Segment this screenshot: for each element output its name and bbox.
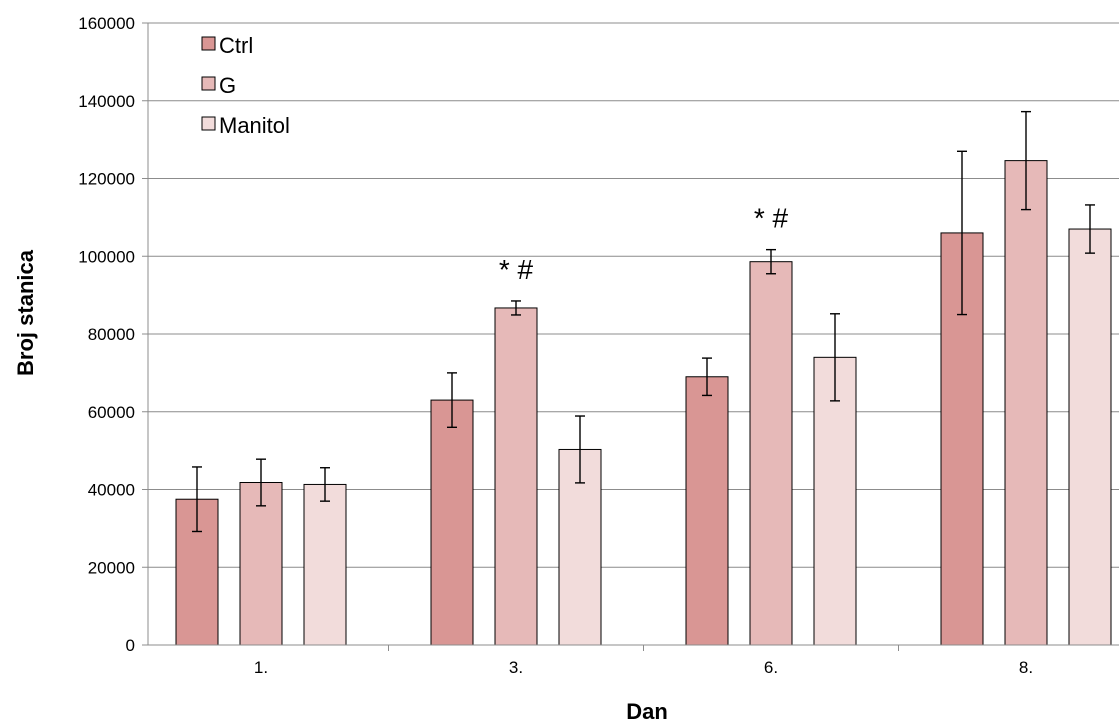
y-tick-label: 60000: [88, 403, 135, 422]
legend: Ctrl G Manitol: [201, 33, 290, 138]
y-tick-label: 160000: [78, 14, 135, 33]
significance-label: * #: [754, 203, 789, 234]
bar-ctrl-4: [940, 232, 984, 646]
x-axis-title: Dan: [626, 699, 668, 722]
y-tick-label: 120000: [78, 170, 135, 189]
x-tick-label: 6.: [764, 658, 778, 677]
y-axis-title: Broj stanica: [13, 249, 38, 376]
legend-label-manitol: Manitol: [219, 113, 290, 138]
x-tick-label: 8.: [1019, 658, 1033, 677]
legend-label-ctrl: Ctrl: [219, 33, 253, 58]
bars: [175, 160, 1112, 646]
bar-manitol-4: [1068, 228, 1112, 646]
x-tick-label: 1.: [254, 658, 268, 677]
y-tick-label: 80000: [88, 325, 135, 344]
error-bars: [192, 110, 1095, 533]
tick-labels: 0 20000 40000 60000 80000 100000 120000 140000 1…: [78, 14, 1033, 677]
bar-g-1: [239, 482, 283, 646]
bar-g-3: [749, 261, 793, 646]
legend-label-g: G: [219, 73, 236, 98]
legend-swatch-g: [201, 76, 216, 91]
bar-ctrl-3: [685, 376, 729, 646]
y-tick-label: 140000: [78, 92, 135, 111]
bar-ctrl-2: [430, 399, 474, 646]
bar-manitol-3: [813, 356, 857, 646]
y-tick-label: 100000: [78, 247, 135, 266]
bar-manitol-1: [303, 483, 347, 646]
significance-label: * #: [499, 254, 534, 285]
legend-swatch-manitol: [201, 116, 216, 131]
y-tick-label: 0: [126, 636, 135, 655]
y-tick-label: 40000: [88, 481, 135, 500]
annotations: * # * #: [499, 203, 789, 285]
bar-g-4: [1004, 160, 1048, 646]
bar-g-2: [494, 307, 538, 646]
axes: [142, 22, 1119, 651]
x-tick-label: 3.: [509, 658, 523, 677]
y-tick-label: 20000: [88, 558, 135, 577]
legend-swatch-ctrl: [201, 36, 216, 51]
